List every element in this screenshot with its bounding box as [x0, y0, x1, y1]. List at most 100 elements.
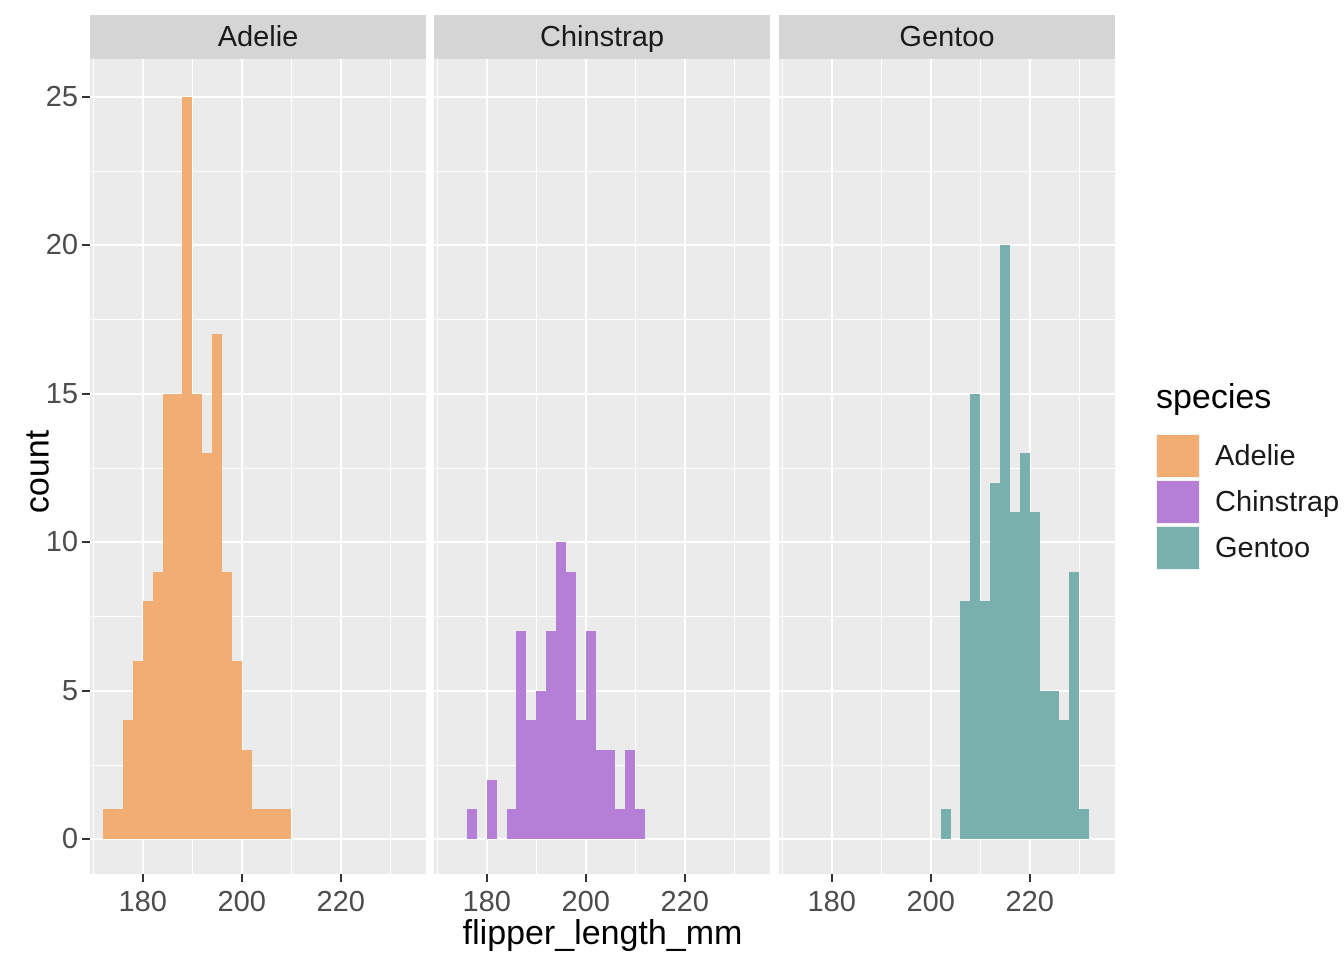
y-minor-gridline [90, 467, 426, 469]
x-minor-gridline [734, 59, 736, 874]
facet-panel-gentoo [779, 59, 1115, 874]
histogram-bar [516, 631, 527, 839]
facet-panel-chinstrap [434, 59, 770, 874]
y-axis-tick-label: 0 [61, 823, 78, 855]
histogram-bar [251, 809, 262, 839]
x-axis-tick-label: 180 [807, 886, 856, 918]
facet-panel-adelie [90, 59, 426, 874]
legend-entry: Chinstrap [1156, 479, 1339, 525]
x-minor-gridline [782, 59, 784, 874]
y-minor-gridline [779, 319, 1115, 321]
histogram-bar [172, 393, 183, 839]
histogram-bar [1039, 690, 1050, 839]
y-axis-tick [82, 689, 90, 692]
histogram-bar [1009, 512, 1020, 839]
y-axis-tick [82, 541, 90, 543]
histogram-bar [486, 779, 497, 839]
y-axis-tick-label: 25 [45, 80, 78, 113]
histogram-bar [212, 334, 222, 839]
legend-entries: Adelie Chinstrap Gentoo [1156, 433, 1339, 571]
histogram-bar [113, 809, 123, 839]
y-axis-tick [82, 392, 90, 395]
facet-strip-label: Gentoo [899, 20, 995, 53]
y-major-gridline [434, 838, 770, 840]
x-axis-tick [141, 874, 144, 882]
legend-entry-label: Adelie [1215, 439, 1296, 472]
x-major-gridline [584, 59, 587, 874]
histogram-bar [261, 809, 272, 839]
legend-key-swatch [1156, 434, 1200, 478]
x-axis-tick-label: 220 [660, 886, 709, 918]
y-minor-gridline [434, 467, 770, 469]
histogram-bar [940, 809, 951, 839]
y-axis-tick-label: 15 [45, 377, 78, 410]
facet-strip-adelie: Adelie [90, 15, 426, 59]
y-minor-gridline [779, 616, 1115, 618]
y-minor-gridline [434, 319, 770, 321]
x-major-gridline [830, 59, 833, 874]
histogram-bar [980, 601, 991, 839]
histogram-bar [1029, 512, 1040, 839]
histogram-bar [615, 809, 626, 839]
x-axis-tick-label: 220 [316, 886, 365, 918]
x-major-gridline [1028, 59, 1031, 874]
histogram-bar [556, 542, 566, 839]
x-axis-tick-label: 200 [217, 886, 266, 918]
x-axis-tick-label: 180 [118, 886, 167, 918]
histogram-bar [635, 809, 646, 839]
histogram-bar [1079, 809, 1090, 839]
x-axis-tick-label: 200 [561, 886, 610, 918]
x-axis-title: flipper_length_mm [462, 914, 743, 952]
histogram-bar [546, 631, 556, 839]
y-axis-tick-label: 10 [45, 526, 78, 558]
histogram-bar [132, 660, 143, 839]
y-major-gridline [434, 244, 770, 246]
y-axis-tick [82, 838, 90, 840]
x-axis-tick-label: 200 [906, 886, 955, 918]
x-minor-gridline [291, 59, 293, 874]
histogram-bar [281, 809, 292, 839]
histogram-bar [162, 393, 173, 839]
y-major-gridline [434, 392, 770, 395]
y-major-gridline [90, 689, 426, 692]
y-minor-gridline [90, 319, 426, 321]
x-major-gridline [339, 59, 342, 874]
y-minor-gridline [779, 170, 1115, 172]
histogram-bar [152, 571, 163, 839]
y-major-gridline [779, 541, 1115, 543]
facet-strip-gentoo: Gentoo [779, 15, 1115, 59]
histogram-bar [241, 749, 252, 839]
y-major-gridline [779, 392, 1115, 395]
histogram-bar [990, 482, 1000, 839]
histogram-bar [231, 660, 242, 839]
y-major-gridline [434, 689, 770, 692]
histogram-bar [466, 809, 477, 839]
y-major-gridline [779, 689, 1115, 692]
y-major-gridline [779, 95, 1115, 98]
x-major-gridline [141, 59, 144, 874]
y-major-gridline [90, 95, 426, 98]
x-minor-gridline [1079, 59, 1081, 874]
x-major-gridline [485, 59, 488, 874]
histogram-bar [960, 601, 971, 839]
x-minor-gridline [536, 59, 538, 874]
histogram-bar [605, 749, 616, 839]
histogram-bar [585, 631, 596, 839]
histogram-bar [192, 393, 203, 839]
y-axis-tick-label: 5 [61, 674, 78, 707]
histogram-bar [595, 749, 606, 839]
histogram-bar [182, 96, 193, 839]
x-axis-tick [830, 874, 833, 882]
y-axis-tick [82, 244, 90, 246]
histogram-bar [1059, 720, 1070, 839]
x-axis-tick-label: 220 [1005, 886, 1054, 918]
legend-title: species [1156, 378, 1272, 416]
histogram-bar [526, 720, 537, 839]
histogram-bar [1000, 245, 1010, 839]
x-axis-tick [485, 874, 488, 882]
y-major-gridline [90, 244, 426, 246]
x-minor-gridline [980, 59, 982, 874]
histogram-bar [565, 571, 576, 839]
x-axis-tick [929, 874, 932, 882]
